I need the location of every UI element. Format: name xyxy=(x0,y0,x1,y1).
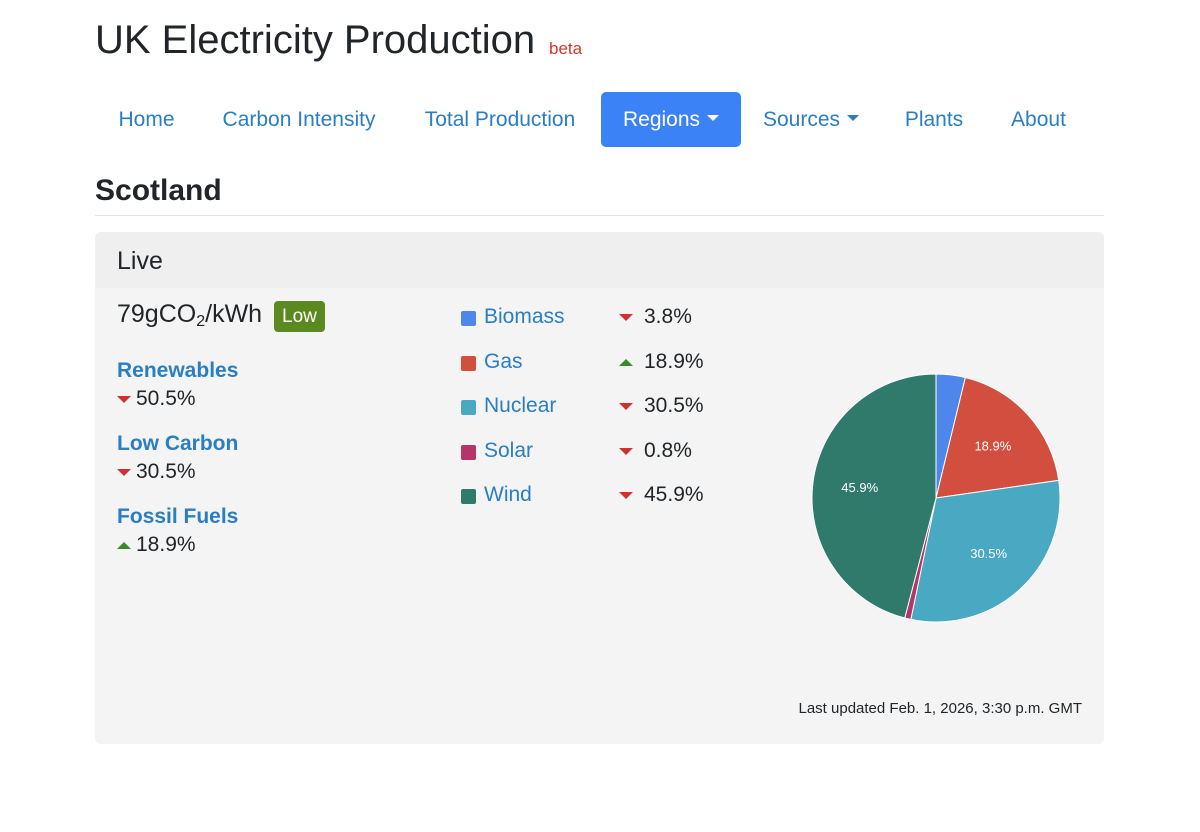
legend-swatch xyxy=(461,400,476,415)
nav-sources-dropdown[interactable]: Sources xyxy=(741,92,881,147)
intensity-subscript: 2 xyxy=(196,313,206,330)
card-title: Live xyxy=(117,247,163,275)
source-link-wind[interactable]: Wind xyxy=(484,483,532,506)
nav-total-production-label: Total Production xyxy=(424,107,576,131)
source-row-wind: Wind 45.9% xyxy=(461,483,721,513)
pie-label-wind: 45.9% xyxy=(841,480,878,495)
category-link-renewables[interactable]: Renewables xyxy=(117,359,239,382)
intensity-level-badge: Low xyxy=(274,301,325,332)
nav-plants-label: Plants xyxy=(904,107,964,131)
pie-slice-gas[interactable] xyxy=(935,376,1060,499)
trend-up-icon xyxy=(619,358,633,366)
trend-down-icon xyxy=(619,447,633,455)
intensity-number: 79gCO xyxy=(117,300,197,328)
legend-swatch xyxy=(461,356,476,371)
last-updated: Last updated Feb. 1, 2026, 3:30 p.m. GMT xyxy=(798,700,1083,717)
legend-swatch xyxy=(461,489,476,504)
category-value: 30.5% xyxy=(117,460,238,484)
intensity-unit: /kWh xyxy=(205,300,263,328)
source-row-biomass: Biomass 3.8% xyxy=(461,305,721,335)
source-link-gas[interactable]: Gas xyxy=(484,350,523,373)
category-value: 18.9% xyxy=(117,533,238,557)
pie-label-nuclear: 30.5% xyxy=(970,546,1007,561)
category-renewables: Renewables 50.5% xyxy=(117,359,238,411)
trend-down-icon xyxy=(619,491,633,499)
source-row-gas: Gas 18.9% xyxy=(461,350,721,380)
category-link-low-carbon[interactable]: Low Carbon xyxy=(117,432,239,455)
trend-down-icon xyxy=(117,395,131,403)
nav-sources-label: Sources xyxy=(762,107,841,131)
region-title: Scotland xyxy=(95,174,222,207)
nav-plants[interactable]: Plants xyxy=(881,92,987,147)
legend-swatch xyxy=(461,445,476,460)
source-percent: 45.9% xyxy=(644,483,704,506)
source-percent: 30.5% xyxy=(644,394,704,417)
trend-up-icon xyxy=(117,541,131,549)
trend-down-icon xyxy=(619,402,633,410)
caret-down-icon xyxy=(707,114,720,121)
site-title: UK Electricity Production xyxy=(95,18,536,62)
heading-divider xyxy=(95,215,1104,216)
source-link-nuclear[interactable]: Nuclear xyxy=(484,394,557,417)
beta-badge: beta xyxy=(549,39,583,58)
category-fossil-fuels: Fossil Fuels 18.9% xyxy=(117,505,238,557)
category-percent: 30.5% xyxy=(136,460,196,483)
pie-slice-nuclear[interactable] xyxy=(910,479,1061,623)
category-percent: 18.9% xyxy=(136,533,196,556)
source-value: 0.8% xyxy=(619,439,692,463)
category-percent: 50.5% xyxy=(136,387,196,410)
source-row-solar: Solar 0.8% xyxy=(461,439,721,469)
trend-down-icon xyxy=(619,313,633,321)
nav-regions-dropdown[interactable]: Regions xyxy=(601,92,741,147)
category-value: 50.5% xyxy=(117,387,238,411)
generation-pie-chart: 18.9% 30.5% 45.9% xyxy=(811,373,1061,623)
carbon-intensity-value: 79gCO2/kWh xyxy=(117,300,262,331)
nav-carbon-intensity[interactable]: Carbon Intensity xyxy=(198,92,400,147)
source-row-nuclear: Nuclear 30.5% xyxy=(461,394,721,424)
main-nav: Home Carbon Intensity Total Production R… xyxy=(95,92,1105,147)
caret-down-icon xyxy=(847,114,860,121)
legend-swatch xyxy=(461,311,476,326)
source-link-solar[interactable]: Solar xyxy=(484,439,534,462)
source-percent: 0.8% xyxy=(644,439,692,462)
nav-home-label: Home xyxy=(118,107,175,131)
source-percent: 3.8% xyxy=(644,305,692,328)
category-link-fossil-fuels[interactable]: Fossil Fuels xyxy=(117,505,239,528)
pie-slice-wind[interactable] xyxy=(811,373,937,619)
source-percent: 18.9% xyxy=(644,350,704,373)
nav-total-production[interactable]: Total Production xyxy=(400,92,600,147)
pie-label-gas: 18.9% xyxy=(974,438,1011,453)
source-value: 45.9% xyxy=(619,483,704,507)
source-value: 30.5% xyxy=(619,394,704,418)
category-low-carbon: Low Carbon 30.5% xyxy=(117,432,238,484)
source-link-biomass[interactable]: Biomass xyxy=(484,305,565,328)
source-value: 3.8% xyxy=(619,305,692,329)
nav-about-label: About xyxy=(1011,107,1066,131)
source-value: 18.9% xyxy=(619,350,704,374)
trend-down-icon xyxy=(117,468,131,476)
nav-carbon-intensity-label: Carbon Intensity xyxy=(222,107,376,131)
nav-home[interactable]: Home xyxy=(95,92,198,147)
nav-about[interactable]: About xyxy=(987,92,1090,147)
nav-regions-label: Regions xyxy=(622,107,701,131)
card-header: Live xyxy=(95,232,1104,288)
